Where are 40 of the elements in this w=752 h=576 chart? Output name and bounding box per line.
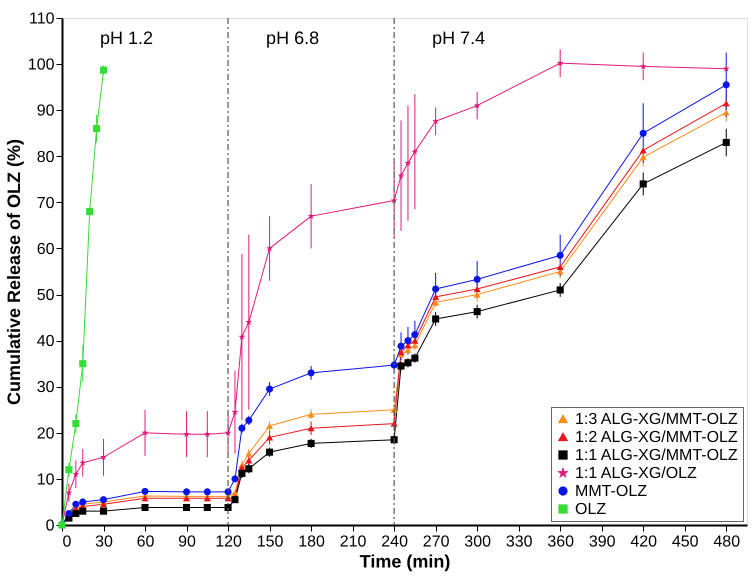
y-tick-label: 30: [36, 379, 55, 396]
legend-label: 1:1 ALG-XG/OLZ: [575, 465, 698, 482]
legend-label: 1:1 ALG-XG/MMT-OLZ: [575, 447, 738, 464]
x-tick-label: 360: [547, 534, 574, 550]
x-tick-label: 0: [62, 534, 72, 550]
y-tick-label: 20: [36, 425, 55, 442]
y-tick-label: 50: [36, 287, 55, 304]
x-tick-label: 90: [178, 534, 196, 550]
y-tick-label: 60: [36, 240, 55, 258]
x-tick-label: 450: [672, 534, 699, 550]
x-tick-label: 330: [506, 534, 533, 550]
y-tick-label: 80: [36, 148, 55, 166]
x-axis-title: Time (min): [360, 552, 450, 572]
x-tick-label: 120: [215, 534, 242, 550]
x-tick-label: 480: [713, 534, 740, 550]
x-tick-label: 30: [95, 534, 114, 550]
annotation: pH 7.4: [432, 28, 486, 48]
y-tick-label: 90: [36, 102, 55, 120]
legend-label: 1:2 ALG-XG/MMT-OLZ: [575, 429, 738, 446]
x-tick-label: 240: [381, 534, 408, 550]
y-tick-label: 70: [36, 194, 55, 212]
x-tick-label: 390: [588, 534, 616, 550]
y-axis-title: Cumulative Release of OLZ (%): [4, 138, 24, 406]
x-tick-label: 180: [298, 534, 326, 550]
y-tick-label: 110: [28, 10, 55, 28]
x-tick-label: 300: [464, 534, 492, 550]
legend-label: 1:3 ALG-XG/MMT-OLZ: [575, 411, 738, 428]
x-tick-label: 420: [630, 534, 658, 550]
y-tick-label: 10: [36, 471, 55, 488]
legend-label: OLZ: [575, 501, 606, 518]
legend-label: MMT-OLZ: [575, 483, 648, 500]
x-tick-label: 270: [422, 534, 450, 550]
y-tick-label: 0: [46, 518, 55, 534]
y-tick-label: 100: [28, 56, 55, 74]
annotation: pH 6.8: [266, 28, 320, 48]
x-tick-label: 60: [136, 534, 155, 550]
y-tick-label: 40: [36, 333, 55, 350]
x-tick-label: 150: [256, 534, 284, 550]
annotation: pH 1.2: [100, 28, 154, 48]
x-tick-label: 210: [340, 534, 367, 550]
